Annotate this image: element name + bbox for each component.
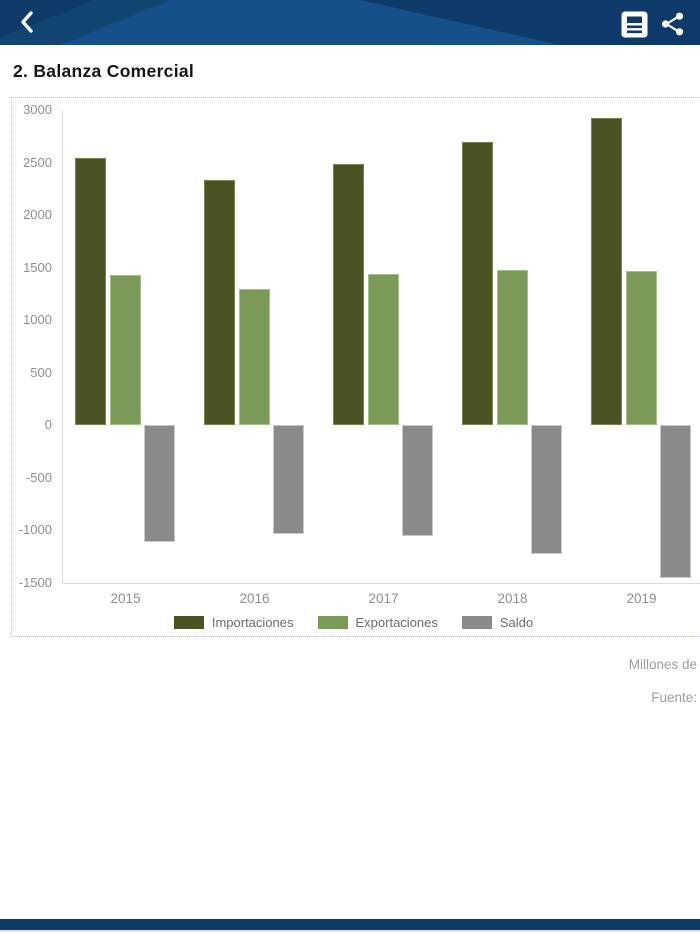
- bar-importaciones-2015: [75, 158, 106, 426]
- y-axis-tick-label: -1000: [18, 522, 52, 538]
- x-axis-tick-label: 2019: [626, 591, 657, 606]
- legend-item-importaciones: Importaciones: [173, 615, 294, 630]
- bar-saldo-2018: [531, 425, 562, 554]
- units-note: Millones de: [628, 657, 697, 672]
- bar-saldo-2015: [144, 425, 175, 542]
- y-axis-tick-label: 1500: [23, 259, 52, 275]
- bar-exportaciones-2017: [368, 273, 399, 426]
- header-background: [0, 0, 700, 45]
- chart-legend: Importaciones Exportaciones Saldo: [12, 615, 695, 630]
- legend-item-exportaciones: Exportaciones: [317, 615, 438, 630]
- legend-label: Importaciones: [211, 615, 294, 630]
- legend-label: Saldo: [499, 615, 534, 630]
- x-axis-tick-label: 2018: [497, 591, 528, 606]
- y-axis-tick-label: 500: [30, 364, 52, 380]
- x-axis-tick-label: 2015: [110, 591, 141, 606]
- legend-swatch: [461, 616, 492, 629]
- back-button[interactable]: [12, 9, 42, 35]
- x-axis-line: [62, 583, 700, 584]
- bottom-accent-bar: [0, 919, 700, 930]
- bar-saldo-2019: [660, 425, 691, 578]
- bar-importaciones-2018: [462, 141, 493, 426]
- bar-importaciones-2017: [333, 163, 364, 426]
- chevron-left-icon: [21, 11, 33, 33]
- bar-exportaciones-2015: [110, 275, 141, 426]
- bar-importaciones-2019: [591, 118, 622, 426]
- source-note: Fuente:: [651, 690, 697, 705]
- bar-exportaciones-2016: [239, 288, 270, 426]
- legend-swatch: [317, 616, 348, 629]
- page-title: 2. Balanza Comercial: [13, 61, 195, 81]
- y-axis-tick-label: 2000: [23, 207, 52, 223]
- chart-plot-area: 3000 2500 2000 1500 1000 500 0 -500 -1000 -1500 20…: [12, 98, 700, 636]
- report-document-icon: [621, 11, 647, 37]
- trade-balance-chart: 3000 2500 2000 1500 1000 500 0 -500 -1000 -1500 20…: [11, 97, 700, 637]
- bar-saldo-2017: [402, 425, 433, 536]
- y-axis-tick-label: 0: [44, 417, 52, 433]
- share-icon: [661, 12, 683, 36]
- y-axis-tick-label: 3000: [23, 102, 52, 117]
- bar-saldo-2016: [273, 425, 304, 534]
- bar-exportaciones-2018: [497, 269, 528, 426]
- share-button[interactable]: [657, 11, 687, 37]
- y-axis-line: [62, 110, 63, 584]
- y-axis-tick-label: -500: [25, 469, 52, 485]
- legend-item-saldo: Saldo: [461, 615, 534, 630]
- x-axis-tick-label: 2017: [368, 591, 399, 606]
- y-axis-tick-label: 2500: [23, 154, 52, 170]
- y-axis-tick-label: 1000: [23, 312, 52, 328]
- bar-exportaciones-2019: [626, 270, 657, 426]
- bottom-divider: [0, 930, 700, 932]
- legend-label: Exportaciones: [355, 615, 438, 630]
- report-list-button[interactable]: [619, 11, 649, 37]
- bar-importaciones-2016: [204, 180, 235, 426]
- legend-swatch: [173, 616, 204, 629]
- x-axis-tick-label: 2016: [239, 591, 270, 606]
- y-axis-tick-label: -1500: [18, 575, 52, 590]
- app-header: [0, 0, 700, 45]
